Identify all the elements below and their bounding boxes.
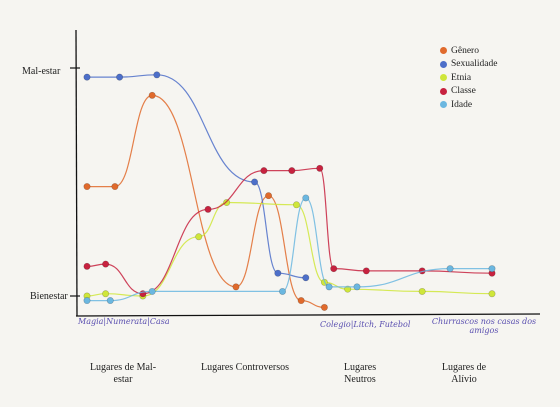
series-line-5 — [86, 197, 492, 302]
series-3-point-8 — [344, 285, 352, 293]
series-4-point-9 — [362, 267, 370, 275]
series-4-point-5 — [260, 167, 268, 175]
place-label-3: Churrascos nos casas dos amigos — [431, 317, 537, 335]
series-2-point-5 — [274, 269, 282, 277]
series-4-point-8 — [330, 265, 338, 273]
group-label-mal-estar: Lugares de Mal-estar — [89, 362, 157, 385]
legend-label: Gênero — [451, 45, 479, 56]
series-1-point-1 — [83, 183, 91, 191]
group-label-controversos: Lugares Controversos — [200, 362, 290, 373]
series-2-point-2 — [116, 73, 124, 81]
series-2-point-3 — [153, 71, 161, 79]
series-2-point-1 — [83, 73, 91, 81]
x-axis — [75, 313, 541, 317]
series-3-point-6 — [292, 201, 300, 209]
series-line-1 — [87, 94, 325, 308]
legend-item: Gênero — [440, 44, 497, 58]
legend-item: Sexualidade — [440, 58, 497, 72]
series-5-point-7 — [353, 283, 361, 291]
series-4-point-7 — [316, 164, 324, 172]
series-5-point-3 — [148, 287, 156, 295]
series-line-2 — [87, 74, 306, 279]
legend-dot-icon — [440, 47, 447, 55]
legend-dot-icon — [440, 60, 447, 68]
y-label-bottom: Bienestar — [30, 291, 68, 302]
place-label-1: Magia|Numerata|Casa — [78, 317, 170, 326]
legend-dot-icon — [440, 87, 447, 95]
series-1-point-5 — [265, 192, 273, 200]
series-4-point-1 — [83, 262, 91, 270]
series-2-point-6 — [302, 274, 310, 282]
series-2-point-4 — [251, 178, 259, 186]
series-3-point-9 — [418, 287, 426, 295]
series-3-point-2 — [102, 290, 110, 298]
series-4-point-6 — [288, 167, 296, 175]
series-5-point-2 — [106, 297, 114, 305]
place-label-2: Colegio|Litch, Futebol — [320, 320, 411, 329]
series-3-point-4 — [195, 233, 203, 241]
series-5-point-8 — [446, 265, 454, 273]
legend-dot-icon — [440, 101, 447, 109]
series-line-4 — [86, 167, 493, 295]
legend: Gênero Sexualidade Etnia Classe Idade — [440, 44, 497, 112]
series-line-3 — [86, 201, 493, 297]
series-1-point-6 — [297, 297, 305, 305]
group-label-alivio: Lugares de Alívio — [441, 362, 487, 385]
series-5-point-9 — [488, 265, 496, 273]
series-1-point-4 — [232, 283, 240, 291]
series-5-point-6 — [325, 283, 333, 291]
series-5-point-1 — [83, 297, 91, 305]
legend-dot-icon — [440, 74, 447, 82]
legend-item: Classe — [440, 85, 497, 99]
series-4-point-2 — [102, 260, 110, 268]
series-1-point-3 — [148, 91, 156, 99]
legend-item: Idade — [440, 98, 497, 112]
series-5-point-5 — [302, 194, 310, 202]
legend-label: Classe — [451, 86, 476, 97]
legend-item: Etnia — [440, 71, 497, 85]
y-label-top: Mal-estar — [22, 66, 61, 77]
series-5-point-4 — [279, 287, 287, 295]
series-4-point-4 — [204, 205, 212, 213]
series-1-point-2 — [111, 183, 119, 191]
y-axis — [75, 29, 78, 317]
legend-label: Sexualidade — [451, 59, 498, 70]
legend-label: Idade — [451, 99, 473, 110]
legend-label: Etnia — [451, 72, 472, 83]
group-label-neutros: Lugares Neutros — [343, 362, 377, 385]
series-3-point-10 — [488, 290, 496, 298]
series-1-point-7 — [320, 303, 328, 311]
series-3-point-5 — [223, 199, 231, 207]
